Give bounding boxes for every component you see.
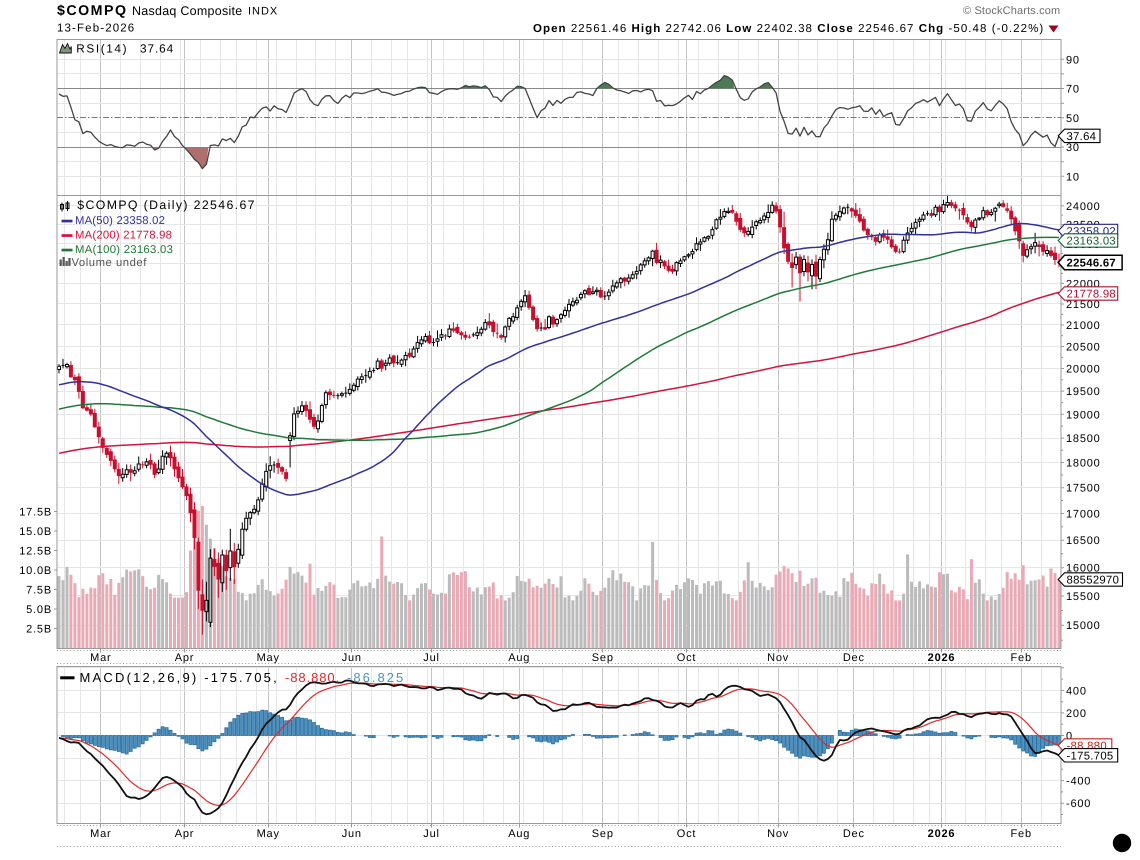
svg-text:7.5B: 7.5B: [26, 585, 52, 597]
svg-text:2026: 2026: [928, 828, 956, 840]
svg-text:-175.705: -175.705: [1067, 751, 1114, 763]
svg-text:Dec: Dec: [843, 828, 865, 840]
svg-text:24000: 24000: [1066, 201, 1101, 213]
svg-text:Feb: Feb: [1011, 652, 1032, 664]
svg-text:Aug: Aug: [508, 828, 530, 840]
svg-text:70: 70: [1066, 84, 1080, 96]
svg-text:Sep: Sep: [592, 652, 614, 664]
svg-text:16000: 16000: [1066, 563, 1101, 575]
svg-text:-400: -400: [1066, 776, 1091, 788]
svg-text:Mar: Mar: [90, 652, 111, 664]
svg-text:-86.825: -86.825: [347, 670, 404, 685]
svg-text:18500: 18500: [1066, 433, 1101, 445]
svg-text:200: 200: [1066, 708, 1087, 720]
svg-text:13-Feb-2026: 13-Feb-2026: [57, 23, 135, 35]
svg-text:400: 400: [1066, 685, 1087, 697]
svg-text:37.64: 37.64: [140, 42, 174, 56]
svg-text:$COMPQ: $COMPQ: [57, 3, 126, 19]
svg-text:15500: 15500: [1066, 591, 1101, 603]
svg-text:Oct: Oct: [677, 652, 697, 664]
svg-text:2.5B: 2.5B: [26, 624, 52, 636]
svg-text:10: 10: [1066, 171, 1080, 183]
svg-text:17000: 17000: [1066, 509, 1101, 521]
svg-text:21778.98: 21778.98: [1067, 289, 1117, 301]
svg-text:May: May: [257, 828, 280, 840]
svg-text:10.0B: 10.0B: [19, 565, 52, 577]
svg-text:20500: 20500: [1066, 342, 1101, 354]
svg-text:Apr: Apr: [175, 828, 195, 840]
svg-text:Mar: Mar: [90, 828, 111, 840]
svg-text:21000: 21000: [1066, 320, 1101, 332]
svg-text:19000: 19000: [1066, 409, 1101, 421]
svg-text:12.5B: 12.5B: [19, 546, 52, 558]
svg-text:15.0B: 15.0B: [19, 526, 52, 538]
svg-text:22546.67: 22546.67: [1067, 258, 1117, 270]
svg-text:Nasdaq Composite: Nasdaq Composite: [132, 4, 243, 18]
svg-text:37.64: 37.64: [1067, 131, 1097, 143]
svg-text:MA(50) 23358.02: MA(50) 23358.02: [75, 215, 165, 227]
svg-text:Nov: Nov: [767, 652, 789, 664]
svg-text:RSI(14): RSI(14): [76, 42, 127, 56]
svg-text:May: May: [257, 652, 280, 664]
svg-text:Apr: Apr: [175, 652, 195, 664]
svg-text:Sep: Sep: [592, 828, 614, 840]
svg-text:90: 90: [1066, 54, 1080, 66]
svg-text:Nov: Nov: [767, 828, 789, 840]
svg-text:Oct: Oct: [677, 828, 697, 840]
svg-text:19500: 19500: [1066, 386, 1101, 398]
svg-text:5.0B: 5.0B: [26, 604, 52, 616]
svg-text:18000: 18000: [1066, 458, 1101, 470]
svg-text:17500: 17500: [1066, 483, 1101, 495]
svg-text:-88.880,: -88.880,: [285, 670, 340, 685]
svg-text:88552970: 88552970: [1067, 575, 1120, 587]
svg-text:20000: 20000: [1066, 364, 1101, 376]
svg-text:INDX: INDX: [248, 6, 278, 18]
svg-text:MA(100) 23163.03: MA(100) 23163.03: [75, 244, 173, 256]
svg-text:Dec: Dec: [843, 652, 865, 664]
svg-text:16500: 16500: [1066, 535, 1101, 547]
svg-text:0: 0: [1066, 731, 1073, 743]
svg-text:Volume undef: Volume undef: [72, 257, 148, 269]
svg-text:Jun: Jun: [342, 828, 362, 840]
svg-text:15000: 15000: [1066, 620, 1101, 632]
svg-text:© StockCharts.com: © StockCharts.com: [963, 5, 1061, 17]
svg-text:MA(200) 21778.98: MA(200) 21778.98: [75, 230, 172, 242]
svg-text:30: 30: [1066, 142, 1080, 154]
svg-text:17.5B: 17.5B: [19, 507, 52, 519]
svg-text:21500: 21500: [1066, 299, 1101, 311]
svg-text:MACD(12,26,9) -175.705,: MACD(12,26,9) -175.705,: [80, 670, 278, 685]
svg-text:23163.03: 23163.03: [1067, 236, 1117, 248]
svg-text:Jun: Jun: [342, 652, 362, 664]
svg-text:Feb: Feb: [1011, 828, 1032, 840]
svg-text:Jul: Jul: [423, 828, 439, 840]
svg-text:50: 50: [1066, 113, 1080, 125]
svg-text:Aug: Aug: [508, 652, 530, 664]
svg-text:Open 22561.46 High 22742.06 Lo: Open 22561.46 High 22742.06 Low 22402.38…: [533, 23, 1044, 35]
svg-text:-600: -600: [1066, 798, 1091, 810]
svg-text:Jul: Jul: [423, 652, 439, 664]
svg-text:$COMPQ (Daily) 22546.67: $COMPQ (Daily) 22546.67: [77, 198, 255, 212]
svg-text:2026: 2026: [928, 652, 956, 664]
